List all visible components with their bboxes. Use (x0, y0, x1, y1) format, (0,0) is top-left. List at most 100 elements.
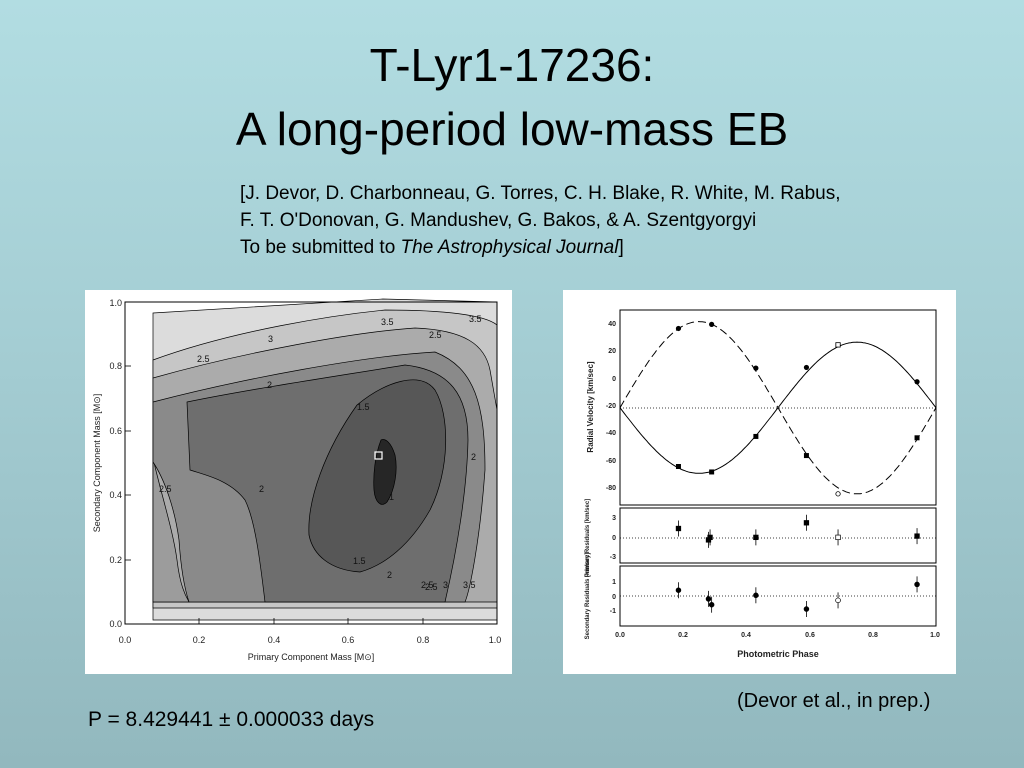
primary-residual-point (753, 534, 759, 541)
slide-title-line2: A long-period low-mass EB (235, 103, 789, 155)
contour-label-16: 2 (471, 452, 476, 462)
contour-label-2: 3.5 (469, 314, 482, 324)
contour-label-9: 2 (259, 484, 264, 494)
citation: [J. Devor, D. Charbonneau, G. Torres, C.… (240, 180, 841, 261)
primary-residuals-frame (619, 507, 937, 564)
pres-y-tick-m3: -3 (610, 554, 616, 561)
primary-residual-point (835, 534, 841, 541)
y-tick-3: 0.6 (109, 426, 122, 436)
phase-tick-5: 1.0 (930, 632, 940, 639)
rv-y-tick-m20: -20 (606, 403, 616, 410)
citation-line2: F. T. O'Donovan, G. Mandushev, G. Bakos,… (240, 210, 757, 231)
rv-y-tick-m40: -40 (606, 430, 616, 437)
rv-primary-point (709, 469, 715, 475)
contour-label-1: 3.5 (381, 317, 394, 327)
contour-label-3: 3 (268, 334, 273, 344)
rv-secondary-open-point (835, 491, 841, 497)
primary-residual-point (803, 520, 810, 526)
rv-y-tick-20: 20 (608, 348, 616, 355)
contour-label-10: 2.5 (159, 484, 172, 494)
secondary-residuals-frame (619, 565, 937, 627)
secondary-residual-point (675, 587, 682, 593)
contour-label-7: 1.5 (357, 402, 370, 412)
x-tick-3: 0.6 (342, 635, 355, 645)
secondary-model-curve (619, 321, 937, 495)
contour-svg: 3.5 3.5 3 2.5 2.5 2 1.5 1 2 2.5 1.5 2 2.… (92, 298, 502, 662)
citation-prefix: To be submitted to (240, 237, 401, 258)
y-tick-2: 0.4 (109, 490, 122, 500)
rv-y-tick-m60: -60 (606, 458, 616, 465)
sres-y-tick-1: 1 (612, 579, 616, 586)
rv-ylabel: Radial Velocity [km/sec] (586, 361, 595, 452)
rv-secondary-point (753, 365, 759, 371)
secondary-residuals-ylabel: Secondary Residuals [km/sec] (585, 553, 591, 640)
secondary-residual-point (753, 592, 759, 599)
x-tick-0: 0.0 (119, 635, 132, 645)
secondary-residual-point (914, 581, 920, 588)
x-tick-4: 0.8 (417, 635, 430, 645)
phase-xlabel: Photometric Phase (737, 649, 819, 659)
secondary-residual-point (708, 601, 715, 608)
contour-label-12: 2 (387, 570, 392, 580)
contour-label-6: 2 (267, 380, 272, 390)
primary-residual-point (675, 525, 682, 532)
phase-tick-4: 0.8 (868, 632, 878, 639)
citation-line3: To be submitted to The Astrophysical Jou… (240, 234, 841, 261)
phase-tick-2: 0.4 (741, 632, 751, 639)
primary-residuals-ylabel: Primary Residuals [km/sec] (585, 499, 591, 577)
y-tick-4: 0.8 (109, 361, 122, 371)
contour-ylabel: Secondary Component Mass [M⊙] (92, 394, 102, 533)
radial-velocity-plot: 40 20 0 -20 -40 -60 -80 3 0 -3 1 0 -1 0.… (563, 290, 956, 674)
contour-xlabel: Primary Component Mass [M⊙] (248, 652, 375, 662)
rv-primary-point (914, 435, 920, 441)
rv-primary-point (753, 433, 759, 439)
phase-tick-3: 0.6 (805, 632, 815, 639)
credit-note: (Devor et al., in prep.) (737, 690, 931, 712)
rv-y-tick-m80: -80 (606, 485, 616, 492)
primary-residual-point (914, 533, 920, 539)
rv-secondary-point (675, 325, 682, 332)
citation-line1: [J. Devor, D. Charbonneau, G. Torres, C.… (240, 183, 841, 204)
pres-y-tick-0: 0 (612, 535, 616, 542)
primary-residual-point (707, 534, 713, 541)
rv-primary-point (675, 464, 681, 469)
contour-label-14: 3 (443, 580, 448, 590)
rv-secondary-point (803, 364, 810, 371)
sres-y-tick-0: 0 (612, 594, 616, 601)
phase-tick-0: 0.0 (615, 632, 625, 639)
y-tick-0: 0.0 (109, 619, 122, 629)
rv-y-tick-40: 40 (608, 321, 616, 328)
phase-tick-1: 0.2 (678, 632, 688, 639)
contour-label-4: 2.5 (197, 354, 210, 364)
rv-svg: 40 20 0 -20 -40 -60 -80 3 0 -3 1 0 -1 0.… (585, 309, 940, 659)
rv-secondary-point (709, 321, 715, 327)
x-tick-5: 1.0 (489, 635, 502, 645)
secondary-residual-point (705, 596, 712, 602)
contour-fill-2.5-low (152, 457, 190, 603)
contour-label-15: 3.5 (463, 580, 476, 590)
x-tick-2: 0.4 (268, 635, 281, 645)
y-tick-5: 1.0 (109, 298, 122, 308)
journal-name: The Astrophysical Journal (400, 237, 619, 258)
best-fit-marker (374, 451, 383, 460)
citation-suffix: ] (618, 237, 624, 258)
contour-label-13: 2.5 (421, 580, 434, 590)
mass-contour-plot: 3.5 3.5 3 2.5 2.5 2 1.5 1 2 2.5 1.5 2 2.… (85, 290, 512, 674)
contour-fill-1 (373, 439, 397, 505)
contour-label-11: 1.5 (353, 556, 366, 566)
x-tick-1: 0.2 (193, 635, 206, 645)
period-value: P = 8.429441 ± 0.000033 days (88, 708, 375, 731)
secondary-residual-point (835, 597, 841, 604)
contour-label-5: 2.5 (429, 330, 442, 340)
secondary-residual-point (803, 606, 810, 612)
sres-y-tick-m1: -1 (610, 608, 616, 615)
rv-primary-point (803, 453, 809, 459)
contour-axes-frame (124, 301, 498, 625)
rv-primary-open-point (835, 342, 841, 348)
y-tick-1: 0.2 (109, 555, 122, 565)
pres-y-tick-3: 3 (612, 515, 616, 522)
contour-label-8: 1 (389, 492, 394, 502)
rv-y-tick-0: 0 (612, 376, 616, 383)
contour-label-17: 2.5 (425, 582, 438, 592)
slide-title-line1: T-Lyr1-17236: (369, 39, 655, 91)
